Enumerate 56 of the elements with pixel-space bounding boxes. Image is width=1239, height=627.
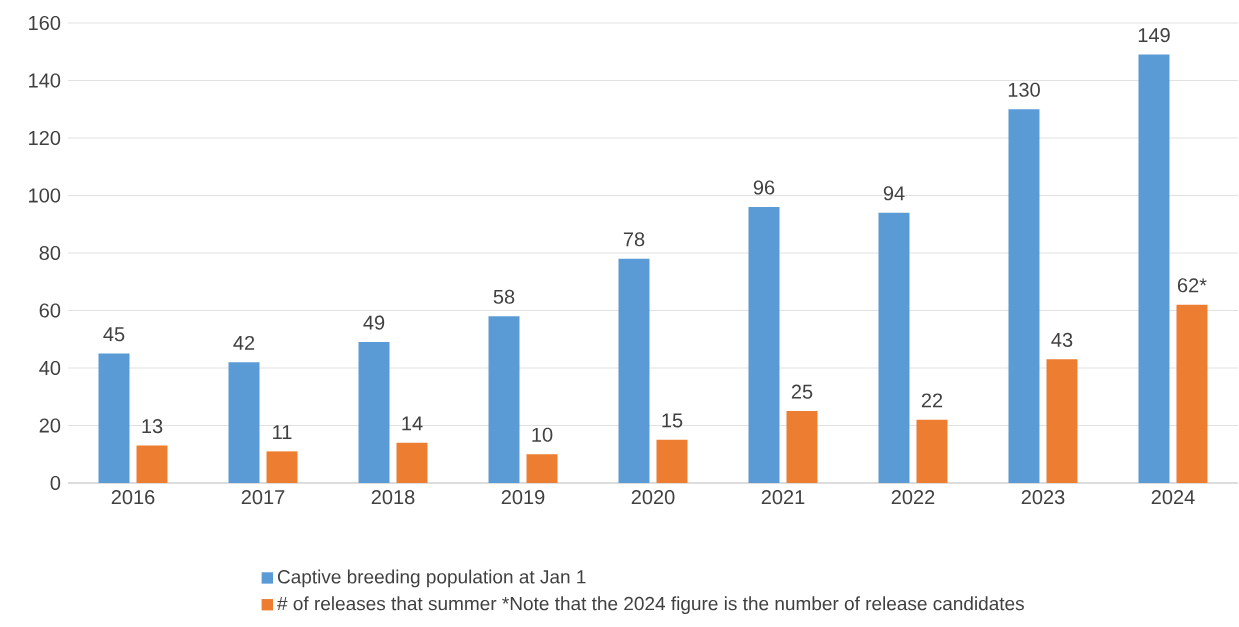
x-tick-label: 2022 <box>891 490 935 505</box>
data-label: 45 <box>103 327 125 342</box>
x-tick-label: 2024 <box>1151 490 1195 505</box>
bar <box>1176 304 1208 483</box>
y-tick-label: 0 <box>50 475 61 491</box>
bar <box>136 445 168 483</box>
y-tick-label: 40 <box>39 360 61 376</box>
data-label: 13 <box>142 419 163 434</box>
bar <box>228 362 260 483</box>
bar <box>878 212 910 483</box>
data-label: 58 <box>493 289 515 304</box>
bar <box>618 258 650 483</box>
data-label: 14 <box>402 416 423 431</box>
data-label: 62* <box>1177 278 1207 293</box>
data-label: 78 <box>623 232 645 247</box>
bar <box>916 419 948 483</box>
bar <box>656 439 688 483</box>
bar <box>748 206 780 483</box>
bar <box>526 454 558 483</box>
y-tick-label: 20 <box>39 418 61 433</box>
x-tick-label: 2023 <box>1021 490 1065 505</box>
legend-label: # of releases that summer *Note that the 2024 figure is the number of release candidates <box>277 596 1024 615</box>
y-tick-label: 120 <box>29 130 61 146</box>
bar <box>488 316 520 483</box>
legend-label: Captive breeding population at Jan 1 <box>277 569 586 588</box>
data-label: 10 <box>532 427 553 442</box>
x-tick-label: 2020 <box>631 490 675 505</box>
data-label: 130 <box>1008 82 1040 97</box>
data-label: 25 <box>791 384 813 399</box>
y-tick-label: 100 <box>29 188 61 203</box>
bar <box>1008 109 1040 483</box>
x-tick-label: 2017 <box>241 490 285 505</box>
y-tick-label: 60 <box>39 303 61 318</box>
data-label: 94 <box>883 186 905 201</box>
y-tick-label: 140 <box>29 73 61 88</box>
bar <box>358 342 390 483</box>
bar <box>1138 54 1170 483</box>
data-label: 42 <box>233 335 255 350</box>
x-tick-label: 2016 <box>111 490 155 505</box>
data-label: 22 <box>921 393 943 408</box>
bar <box>786 411 818 483</box>
bar <box>396 442 428 483</box>
bar <box>98 353 130 483</box>
y-tick-label: 80 <box>39 245 61 261</box>
data-label: 43 <box>1051 332 1073 347</box>
data-label: 15 <box>662 413 683 428</box>
bar <box>1046 359 1078 483</box>
data-label: 149 <box>1138 28 1170 43</box>
x-tick-label: 2019 <box>501 490 545 505</box>
y-tick-label: 160 <box>29 15 61 31</box>
x-tick-label: 2018 <box>371 490 415 505</box>
x-tick-label: 2021 <box>761 490 805 505</box>
data-label: 96 <box>753 180 775 195</box>
data-label: 49 <box>363 315 385 330</box>
data-label: 11 <box>273 425 292 439</box>
bar <box>266 451 298 483</box>
